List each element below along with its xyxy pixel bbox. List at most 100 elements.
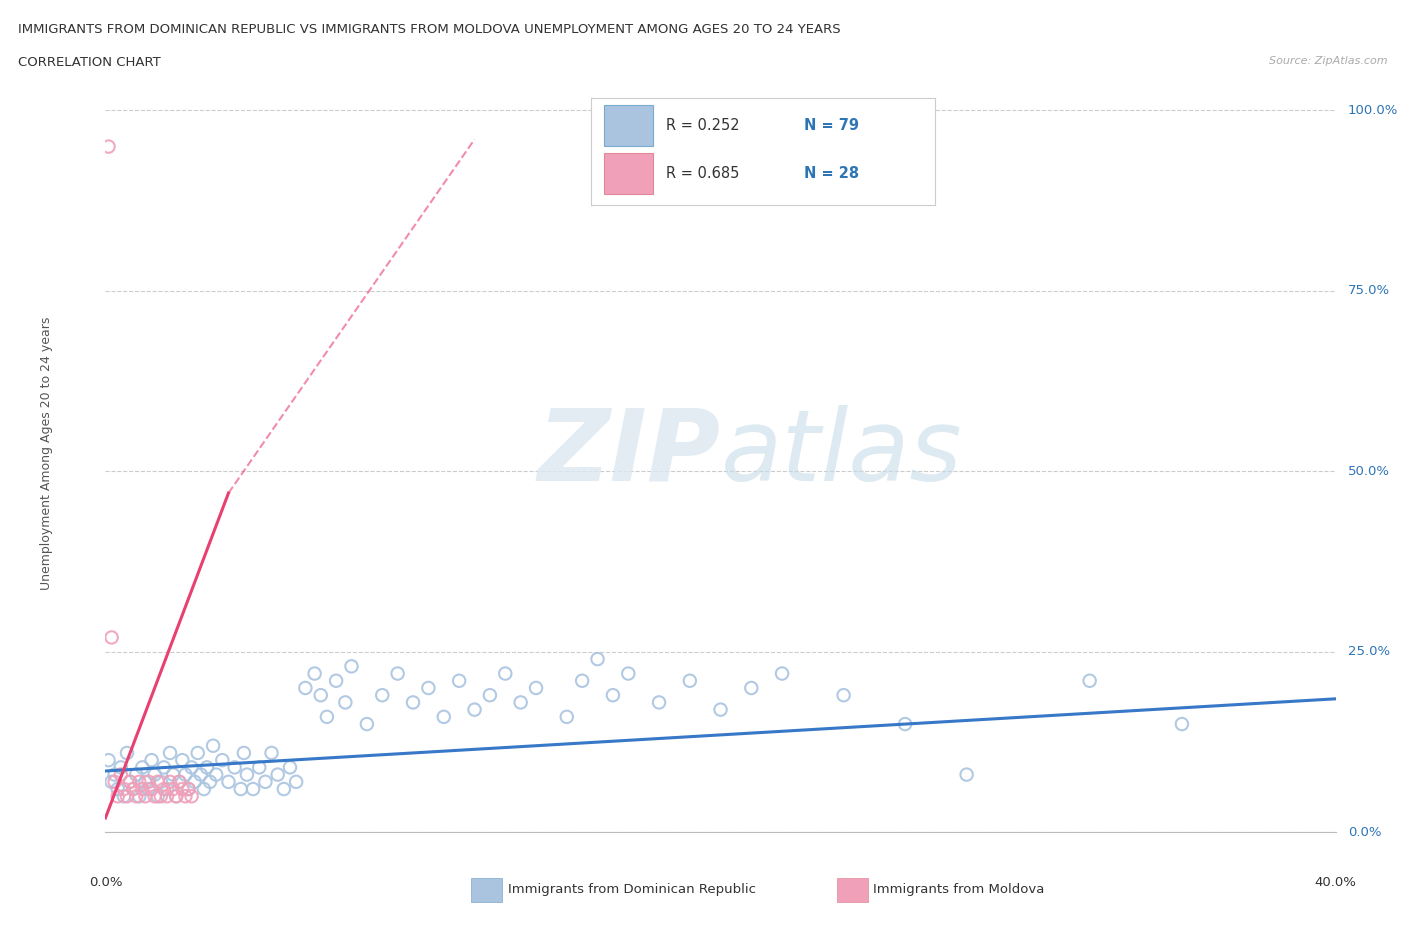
Point: [464, 702, 486, 717]
Point: [402, 695, 425, 710]
Point: [617, 666, 640, 681]
Point: [156, 789, 179, 804]
Point: [174, 767, 197, 782]
Point: [202, 738, 225, 753]
Point: [134, 789, 156, 804]
Text: R = 0.252: R = 0.252: [666, 118, 740, 133]
Point: [120, 775, 141, 790]
Point: [387, 666, 409, 681]
Text: 75.0%: 75.0%: [1348, 285, 1391, 298]
Point: [143, 789, 166, 804]
Point: [112, 781, 135, 796]
Point: [180, 789, 202, 804]
Point: [128, 775, 150, 790]
Text: N = 28: N = 28: [804, 166, 859, 181]
Point: [187, 746, 209, 761]
Point: [100, 630, 122, 644]
Point: [141, 781, 163, 796]
Point: [236, 767, 259, 782]
Text: 25.0%: 25.0%: [1348, 645, 1391, 658]
Text: 50.0%: 50.0%: [1348, 465, 1391, 478]
Point: [242, 781, 264, 796]
Point: [122, 781, 145, 796]
Point: [254, 775, 277, 790]
Point: [1171, 717, 1194, 732]
Point: [180, 760, 202, 775]
Point: [205, 767, 228, 782]
Text: Immigrants from Moldova: Immigrants from Moldova: [873, 883, 1045, 896]
Point: [110, 767, 132, 782]
Point: [104, 775, 127, 790]
Text: 100.0%: 100.0%: [1348, 104, 1399, 117]
Point: [172, 752, 194, 767]
Point: [1078, 673, 1101, 688]
Point: [340, 658, 363, 673]
Point: [710, 702, 733, 717]
Point: [304, 666, 326, 681]
Point: [172, 781, 194, 796]
Point: [97, 140, 120, 154]
Point: [134, 775, 156, 790]
Bar: [605, 105, 652, 146]
Point: [165, 789, 187, 804]
Point: [125, 767, 148, 782]
Point: [143, 767, 166, 782]
Point: [229, 781, 252, 796]
Point: [198, 775, 221, 790]
Point: [141, 752, 163, 767]
Point: [315, 710, 337, 724]
Point: [162, 781, 184, 796]
Point: [335, 695, 357, 710]
Point: [177, 781, 200, 796]
Point: [232, 746, 254, 761]
Point: [193, 781, 215, 796]
Point: [165, 789, 187, 804]
Point: [648, 695, 671, 710]
Point: [104, 767, 127, 782]
Point: [100, 775, 122, 790]
Text: 0.0%: 0.0%: [89, 876, 122, 889]
Point: [260, 746, 283, 761]
Text: atlas: atlas: [721, 405, 962, 502]
Point: [278, 760, 301, 775]
Point: [183, 775, 205, 790]
Point: [894, 717, 917, 732]
Point: [169, 775, 191, 790]
Point: [146, 775, 169, 790]
Point: [115, 746, 138, 761]
Point: [169, 775, 191, 790]
Point: [956, 767, 979, 782]
Point: [770, 666, 793, 681]
Point: [371, 688, 394, 703]
Point: [449, 673, 471, 688]
Point: [418, 681, 440, 696]
Point: [138, 781, 160, 796]
Text: ZIP: ZIP: [537, 405, 721, 502]
Point: [356, 717, 378, 732]
Point: [138, 775, 160, 790]
Point: [122, 781, 145, 796]
Text: Immigrants from Dominican Republic: Immigrants from Dominican Republic: [508, 883, 755, 896]
Point: [433, 710, 456, 724]
Point: [174, 789, 197, 804]
Point: [325, 673, 347, 688]
Point: [120, 775, 141, 790]
Point: [131, 760, 153, 775]
Point: [97, 752, 120, 767]
Point: [832, 688, 855, 703]
Point: [555, 710, 578, 724]
Point: [146, 789, 169, 804]
Point: [586, 652, 609, 667]
Point: [267, 767, 290, 782]
Point: [159, 775, 181, 790]
Point: [679, 673, 702, 688]
Point: [107, 781, 129, 796]
Point: [153, 760, 176, 775]
Point: [224, 760, 246, 775]
Point: [211, 752, 233, 767]
Text: R = 0.685: R = 0.685: [666, 166, 740, 181]
Point: [131, 781, 153, 796]
Point: [153, 781, 176, 796]
Point: [602, 688, 624, 703]
Point: [156, 781, 179, 796]
